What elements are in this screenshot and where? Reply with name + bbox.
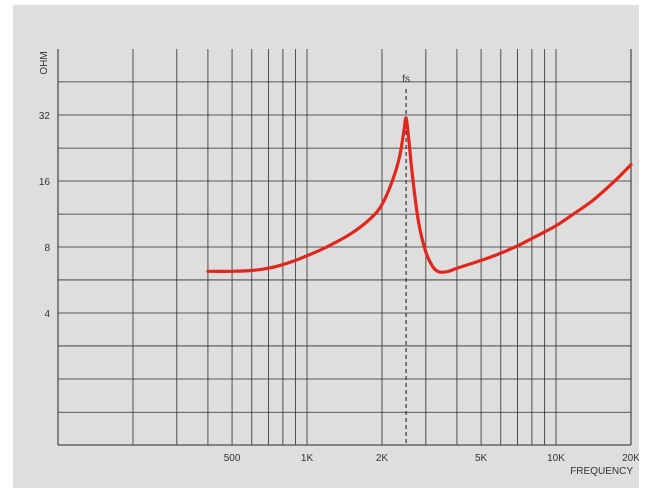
impedance-chart: fs 4 8 16 32 500 1K 2K 5K 10K 20K FREQUENCY OHM xyxy=(39,49,639,477)
x-tick-label: 2K xyxy=(376,453,389,464)
x-tick-label: 500 xyxy=(224,453,241,464)
fs-label: fs xyxy=(402,74,410,85)
x-tick-label: 5K xyxy=(475,453,488,464)
grid xyxy=(57,49,632,446)
y-axis-title: OHM xyxy=(39,51,50,74)
x-tick-label: 20K xyxy=(622,453,639,464)
x-axis-title: FREQUENCY xyxy=(570,466,633,477)
tick-labels: 4 8 16 32 500 1K 2K 5K 10K 20K FREQUENCY OHM xyxy=(39,51,639,477)
y-tick-label: 32 xyxy=(39,111,51,122)
y-tick-label: 8 xyxy=(44,243,50,254)
x-tick-label: 10K xyxy=(547,453,565,464)
y-tick-label: 4 xyxy=(44,309,50,320)
y-tick-label: 16 xyxy=(39,177,51,188)
impedance-curve xyxy=(206,116,633,274)
series xyxy=(206,116,633,274)
x-tick-label: 1K xyxy=(301,453,314,464)
annotations: fs xyxy=(402,74,410,445)
chart-panel: fs 4 8 16 32 500 1K 2K 5K 10K 20K FREQUENCY OHM xyxy=(13,5,639,488)
